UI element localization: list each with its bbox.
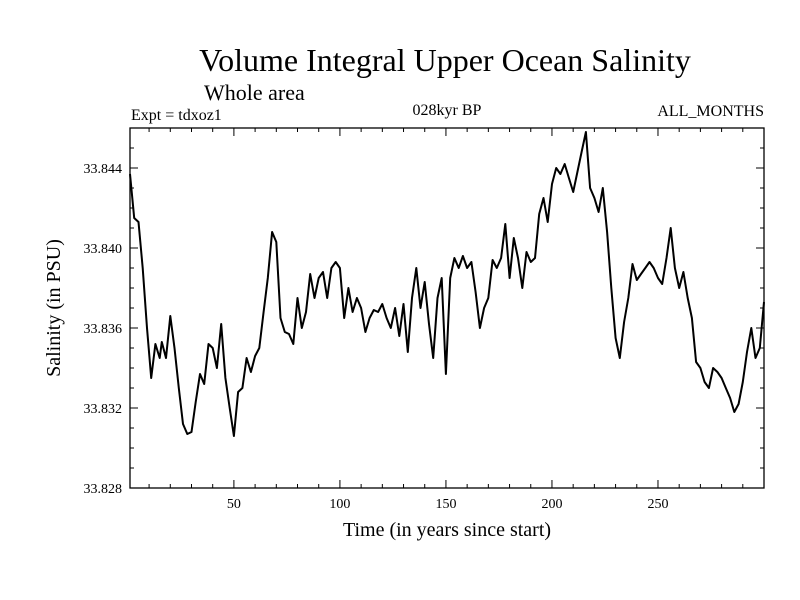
y-tick-label: 33.832 <box>84 402 123 417</box>
series-line-salinity <box>129 131 765 437</box>
x-axis: 50 100 150 200 250 <box>148 128 765 512</box>
period-label: 028kyr BP <box>413 102 482 119</box>
experiment-label: Expt = tdxoz1 <box>131 107 222 124</box>
x-axis-label: Time (in years since start) <box>343 519 551 541</box>
y-axis-label: Salinity (in PSU) <box>43 239 65 377</box>
y-axis: 33.828 33.832 33.836 33.840 33.844 <box>84 147 764 497</box>
x-tick-label: 200 <box>541 497 562 512</box>
y-tick-label: 33.840 <box>84 242 123 257</box>
plot-frame <box>129 127 765 489</box>
y-tick-label: 33.828 <box>84 482 123 497</box>
x-tick-label: 50 <box>227 497 241 512</box>
x-tick-label: 250 <box>647 497 668 512</box>
x-tick-label: 150 <box>435 497 456 512</box>
x-tick-label: 100 <box>329 497 350 512</box>
months-label: ALL_MONTHS <box>657 103 764 120</box>
chart-subtitle: Whole area <box>204 80 305 105</box>
y-tick-label: 33.836 <box>84 322 123 337</box>
y-tick-label: 33.844 <box>84 162 123 177</box>
chart-title: Volume Integral Upper Ocean Salinity <box>199 42 691 78</box>
